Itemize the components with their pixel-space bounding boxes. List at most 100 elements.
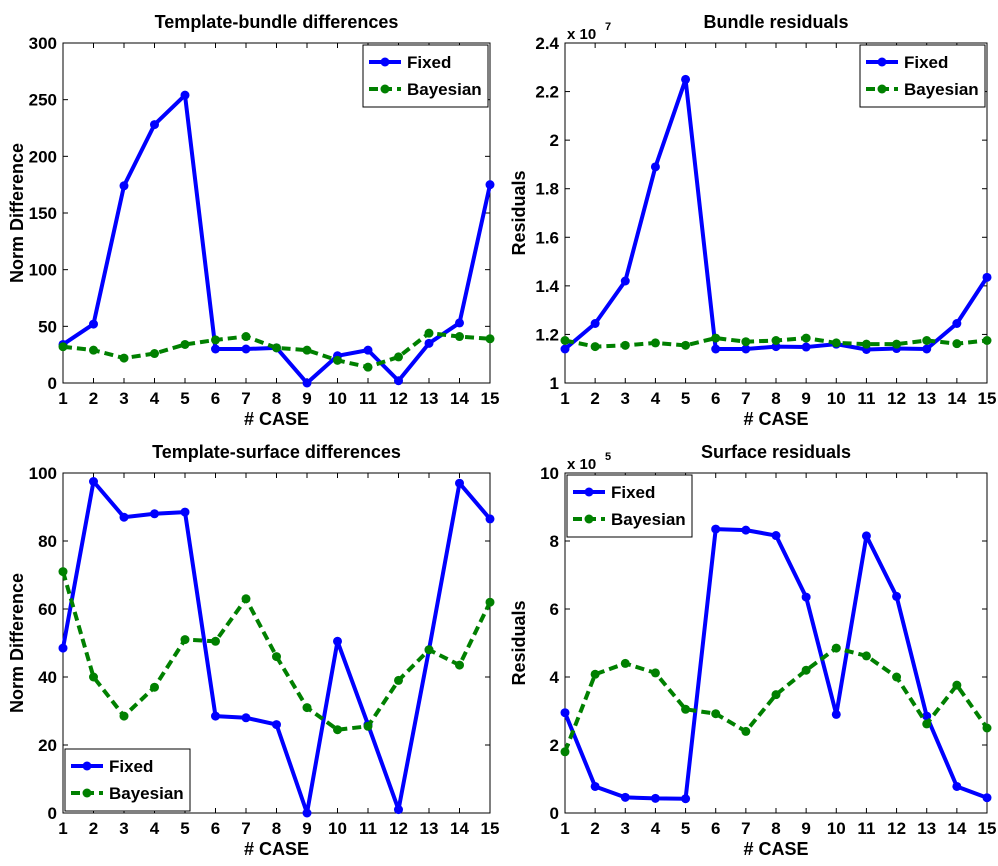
data-point: [590, 319, 600, 328]
data-point: [89, 477, 98, 486]
chart-panel-2: 1 2 3 4 5 6 7 8 9 10 11 12 13 14 1511.21.41.61.822.22.…: [509, 12, 996, 429]
data-point: [831, 338, 841, 348]
data-point: [801, 342, 811, 352]
x-axis-label: # CASE: [244, 839, 309, 859]
legend-marker: [584, 514, 594, 524]
x-tick-label: 3: [621, 389, 630, 408]
data-point: [455, 660, 464, 670]
data-point: [119, 711, 129, 721]
x-tick-label: 13: [917, 389, 936, 408]
y-exponent-label: x 10: [567, 456, 596, 473]
data-point: [741, 525, 751, 535]
legend-marker: [82, 761, 92, 771]
data-point: [771, 690, 781, 700]
data-point: [831, 709, 841, 719]
data-point: [211, 636, 220, 646]
series-line-fixed: [563, 77, 989, 352]
data-point: [394, 675, 403, 685]
x-tick-label: 7: [241, 819, 250, 838]
x-tick-label: 11: [359, 819, 377, 838]
y-tick-label: 2: [550, 131, 559, 150]
y-axis-label: Norm Difference: [7, 143, 27, 283]
legend-box: [859, 44, 986, 108]
legend-box: [64, 748, 191, 812]
data-point: [58, 342, 68, 352]
data-point: [302, 703, 312, 713]
data-point: [560, 336, 570, 345]
legend-marker: [584, 487, 594, 497]
data-point: [892, 339, 902, 349]
data-point: [333, 355, 342, 365]
y-tick-label: 2.4: [535, 34, 559, 53]
data-point: [711, 524, 721, 534]
x-tick-label: 6: [211, 819, 220, 838]
data-point: [58, 643, 68, 653]
data-point: [922, 336, 932, 345]
x-tick-label: 14: [947, 819, 966, 838]
data-point: [861, 531, 871, 541]
data-point: [892, 672, 902, 682]
data-point: [771, 531, 781, 541]
series-fixed: [58, 90, 495, 388]
x-tick-label: 1: [560, 389, 569, 408]
y-tick-label: 0: [550, 804, 559, 823]
data-point: [982, 272, 992, 282]
y-tick-label: 0: [48, 804, 57, 823]
x-tick-label: 4: [651, 819, 661, 838]
series-fixed: [58, 477, 495, 818]
x-tick-label: 10: [328, 389, 347, 408]
x-tick-label: 9: [302, 389, 311, 408]
x-tick-label: 2: [89, 819, 98, 838]
data-point: [333, 636, 342, 646]
data-point: [363, 362, 373, 372]
data-point: [272, 343, 281, 353]
y-axis-label: Residuals: [509, 170, 529, 255]
x-axis-label: # CASE: [743, 839, 808, 859]
x-tick-label: 15: [481, 819, 500, 838]
x-tick-label: 6: [711, 389, 720, 408]
x-axis-label: # CASE: [244, 409, 309, 429]
data-point: [302, 345, 312, 355]
data-point: [241, 344, 251, 354]
data-point: [150, 120, 159, 130]
chart-title: Template-surface differences: [152, 442, 401, 462]
data-point: [741, 337, 751, 347]
x-tick-label: 4: [150, 819, 160, 838]
x-tick-label: 14: [947, 389, 966, 408]
data-point: [681, 340, 691, 350]
y-tick-label: 1.6: [535, 228, 559, 247]
chart-title: Template-bundle differences: [155, 12, 399, 32]
x-tick-label: 12: [887, 389, 906, 408]
x-tick-label: 13: [917, 819, 936, 838]
x-tick-label: 9: [801, 389, 810, 408]
y-axis-label: Norm Difference: [7, 573, 27, 713]
data-point: [620, 276, 630, 286]
y-tick-label: 1: [550, 374, 559, 393]
x-tick-label: 14: [450, 389, 469, 408]
legend-label-bayesian: Bayesian: [407, 80, 482, 99]
data-point: [424, 328, 434, 338]
legend-label-bayesian: Bayesian: [109, 784, 184, 803]
data-point: [560, 708, 570, 718]
data-point: [952, 781, 962, 791]
y-tick-label: 40: [38, 668, 57, 687]
y-exponent-power: 7: [605, 21, 611, 33]
data-point: [180, 339, 190, 349]
data-point: [119, 512, 129, 522]
x-tick-label: 15: [978, 389, 997, 408]
data-point: [801, 665, 811, 675]
x-tick-label: 10: [328, 819, 347, 838]
data-point: [711, 709, 721, 719]
y-tick-label: 1.2: [535, 325, 559, 344]
data-point: [922, 344, 932, 354]
y-tick-label: 50: [38, 317, 57, 336]
legend-marker: [82, 788, 92, 798]
legend-marker: [877, 57, 887, 67]
data-point: [982, 336, 992, 345]
x-tick-label: 4: [651, 389, 661, 408]
data-point: [711, 344, 721, 354]
data-point: [455, 478, 464, 488]
data-point: [982, 793, 992, 803]
